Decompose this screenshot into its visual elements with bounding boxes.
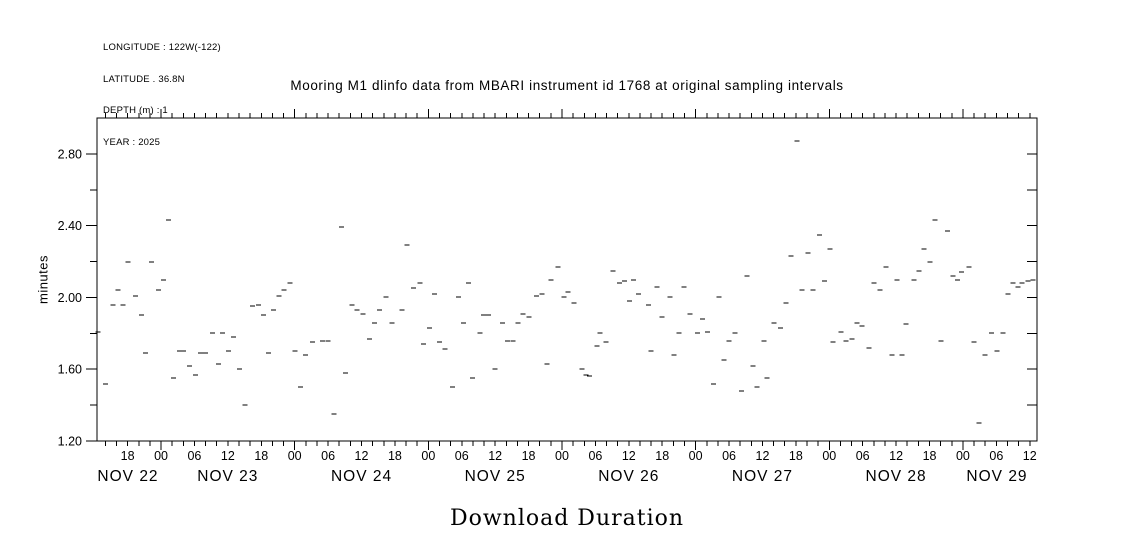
x-axis-day-labels: NOV 22 NOV 23 NOV 24 NOV 25 NOV 26 NOV 27 NOV … [97, 468, 1027, 485]
chart-title: Mooring M1 dlinfo data from MBARI instru… [290, 78, 844, 93]
svg-text:NOV 29: NOV 29 [966, 468, 1027, 485]
svg-text:NOV 24: NOV 24 [331, 468, 392, 485]
y-axis-ticks [86, 153, 1037, 442]
svg-text:12: 12 [221, 449, 235, 463]
svg-text:18: 18 [789, 449, 803, 463]
x-axis-ticks [104, 109, 1031, 450]
svg-text:12: 12 [355, 449, 369, 463]
svg-text:06: 06 [588, 449, 602, 463]
svg-text:18: 18 [388, 449, 402, 463]
svg-text:18: 18 [923, 449, 937, 463]
data-points [95, 140, 1036, 424]
svg-text:06: 06 [455, 449, 469, 463]
svg-text:00: 00 [956, 449, 970, 463]
svg-text:12: 12 [488, 449, 502, 463]
svg-text:06: 06 [856, 449, 870, 463]
svg-text:12: 12 [1023, 449, 1037, 463]
svg-text:00: 00 [555, 449, 569, 463]
metadata-year: YEAR : 2025 [103, 136, 161, 148]
svg-text:NOV 28: NOV 28 [866, 468, 927, 485]
svg-text:12: 12 [756, 449, 770, 463]
svg-text:18: 18 [254, 449, 268, 463]
svg-text:NOV 22: NOV 22 [97, 468, 158, 485]
svg-text:2.00: 2.00 [58, 291, 82, 305]
svg-text:2.80: 2.80 [58, 147, 82, 161]
svg-text:1.60: 1.60 [58, 363, 82, 377]
svg-text:1.20: 1.20 [58, 435, 82, 449]
svg-text:00: 00 [689, 449, 703, 463]
svg-text:00: 00 [154, 449, 168, 463]
metadata-longitude: LONGITUDE : 122W(-122) [103, 42, 221, 53]
svg-text:00: 00 [288, 449, 302, 463]
svg-text:00: 00 [822, 449, 836, 463]
svg-text:06: 06 [187, 449, 201, 463]
plot-frame [96, 117, 1038, 442]
metadata-depth: DEPTH (m) : 1 [103, 105, 168, 116]
station-metadata: LONGITUDE : 122W(-122) LATITUDE . 36.8N … [103, 22, 221, 169]
x-axis-title: Download Duration [449, 506, 685, 531]
svg-text:18: 18 [121, 449, 135, 463]
svg-text:12: 12 [889, 449, 903, 463]
svg-text:18: 18 [522, 449, 536, 463]
metadata-latitude: LATITUDE . 36.8N [103, 73, 185, 85]
svg-text:00: 00 [421, 449, 435, 463]
svg-text:NOV 25: NOV 25 [465, 468, 526, 485]
x-axis-hour-labels: 18 00 06 12 18 00 06 12 18 00 06 12 18 00 06 12 18 00 06 12… [121, 449, 1037, 463]
svg-text:NOV 23: NOV 23 [197, 468, 258, 485]
svg-text:06: 06 [321, 449, 335, 463]
svg-text:2.40: 2.40 [58, 219, 82, 233]
y-axis-tick-labels: 1.20 1.60 2.00 2.40 2.80 [58, 147, 82, 448]
svg-text:18: 18 [655, 449, 669, 463]
svg-text:06: 06 [989, 449, 1003, 463]
svg-text:06: 06 [722, 449, 736, 463]
svg-text:NOV 26: NOV 26 [598, 468, 659, 485]
svg-text:NOV 27: NOV 27 [732, 468, 793, 485]
svg-text:12: 12 [622, 449, 636, 463]
